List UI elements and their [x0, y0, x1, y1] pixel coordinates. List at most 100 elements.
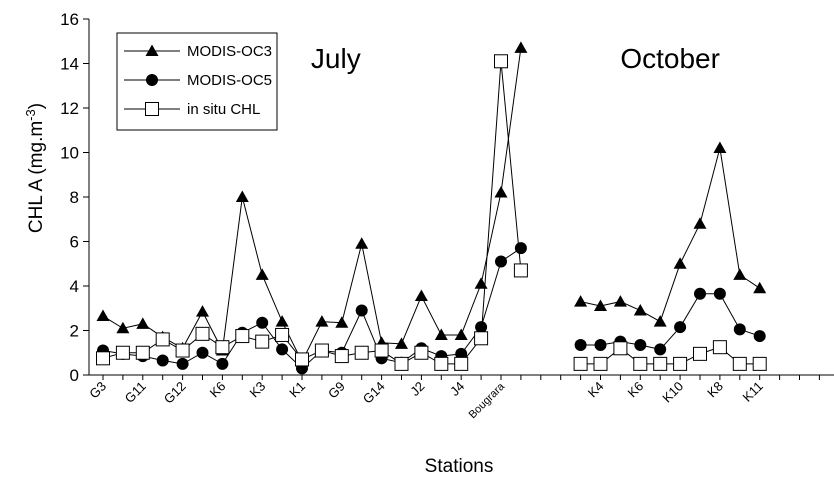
- data-point-circle: [674, 321, 687, 334]
- series-line: [102, 61, 522, 365]
- data-point-square: [275, 327, 290, 342]
- x-tick-label: K8: [704, 379, 726, 401]
- legend-label-oc3: MODIS-OC3: [187, 43, 272, 60]
- data-point-triangle: [96, 309, 110, 322]
- x-tick-label: K6: [625, 379, 647, 401]
- data-point-square: [712, 340, 727, 355]
- legend-label-insitu: in situ CHL: [187, 101, 260, 118]
- x-tick-label: K1: [286, 379, 308, 401]
- data-point-square: [394, 356, 409, 371]
- data-point-triangle: [753, 281, 767, 294]
- data-point-triangle: [136, 317, 150, 329]
- data-point-triangle: [653, 315, 667, 327]
- data-point-square: [354, 345, 369, 360]
- data-point-triangle: [395, 337, 408, 349]
- data-point-triangle: [414, 289, 428, 302]
- data-point-triangle: [196, 305, 209, 317]
- series-line: [580, 147, 760, 323]
- y-tick-label: 12: [60, 99, 79, 118]
- legend-entry-insitu: in situ CHL: [124, 101, 260, 118]
- legend-entry-oc3: MODIS-OC3: [124, 43, 272, 60]
- data-point-circle: [276, 343, 289, 356]
- data-point-circle: [733, 323, 746, 336]
- series-triangle: [96, 41, 767, 367]
- data-point-square: [613, 341, 628, 356]
- y-axis-title-superscript: -3: [23, 109, 38, 121]
- data-point-square: [573, 356, 588, 371]
- legend-entry-oc5: MODIS-OC5: [124, 72, 272, 89]
- data-point-circle: [256, 316, 269, 329]
- legend-box: [116, 32, 278, 131]
- data-point-square: [135, 345, 150, 360]
- y-tick-label: 16: [60, 10, 79, 29]
- data-point-triangle: [474, 277, 488, 289]
- x-axis-title: Stations: [425, 456, 494, 477]
- data-point-triangle: [574, 295, 588, 307]
- data-point-triangle: [255, 268, 269, 280]
- series-line: [580, 293, 760, 350]
- data-point-triangle: [633, 303, 647, 316]
- data-point-square: [494, 54, 508, 69]
- data-point-triangle: [514, 41, 528, 53]
- data-point-square: [474, 331, 489, 346]
- triangle-marker-icon: [145, 44, 159, 56]
- data-point-circle: [753, 330, 766, 343]
- x-axis-ticks: G3 G11 G12 K6 K3 K1 G9 G14 J2 J4 Bougrara K4 K6 K10 K8…: [86, 375, 820, 421]
- data-point-square: [673, 356, 688, 371]
- data-point-square: [175, 343, 190, 358]
- data-point-circle: [176, 357, 189, 370]
- x-tick-label: G11: [122, 379, 149, 406]
- legend: MODIS-OC3 MODIS-OC5 in situ CHL: [116, 32, 278, 131]
- x-tick-label: K11: [740, 379, 766, 405]
- series-square: [96, 54, 767, 371]
- y-tick-label: 6: [70, 233, 79, 252]
- x-tick-label: K6: [207, 379, 229, 401]
- y-axis-title: CHL A (mg.m-3): [23, 103, 48, 233]
- data-point-square: [633, 356, 648, 371]
- data-point-square: [454, 356, 469, 371]
- data-point-circle: [634, 338, 647, 351]
- data-point-circle: [594, 338, 607, 351]
- annotation-october: October: [620, 43, 720, 74]
- data-point-circle: [574, 338, 587, 351]
- data-point-circle: [455, 347, 468, 360]
- data-point-circle: [694, 287, 706, 300]
- data-point-circle: [495, 255, 507, 268]
- data-point-triangle: [494, 186, 508, 198]
- data-point-square: [155, 332, 170, 347]
- data-point-square: [334, 349, 349, 364]
- data-point-triangle: [454, 328, 468, 340]
- data-point-square: [215, 340, 230, 355]
- data-point-triangle: [335, 316, 349, 328]
- data-point-square: [593, 356, 608, 371]
- y-tick-label: 0: [70, 366, 79, 385]
- y-axis-title-end: ): [26, 103, 47, 109]
- data-point-square: [235, 329, 250, 344]
- square-marker-icon: [145, 102, 159, 116]
- data-point-circle: [216, 357, 229, 370]
- series-line: [580, 346, 760, 365]
- y-axis-ticks: 0 2 4 6 8 10 12 14 16: [60, 10, 89, 385]
- data-point-circle: [514, 242, 527, 255]
- circle-marker-icon: [146, 74, 158, 86]
- data-point-triangle: [673, 257, 687, 269]
- data-point-circle: [355, 304, 368, 317]
- data-point-triangle: [235, 190, 249, 202]
- data-point-triangle: [594, 299, 607, 312]
- plot-area: [88, 19, 834, 376]
- data-point-square: [314, 343, 329, 358]
- x-tick-label: K3: [246, 379, 268, 401]
- y-tick-label: 10: [60, 144, 79, 163]
- x-tick-label: G14: [360, 379, 388, 407]
- data-point-circle: [475, 321, 488, 334]
- data-point-square: [295, 352, 309, 367]
- data-point-triangle: [434, 328, 448, 340]
- data-point-circle: [713, 287, 726, 300]
- data-point-triangle: [116, 321, 130, 334]
- x-tick-label: G3: [86, 379, 109, 402]
- data-point-triangle: [355, 237, 369, 249]
- data-point-circle: [156, 354, 169, 367]
- x-tick-label: G12: [161, 379, 189, 407]
- data-point-square: [693, 346, 707, 361]
